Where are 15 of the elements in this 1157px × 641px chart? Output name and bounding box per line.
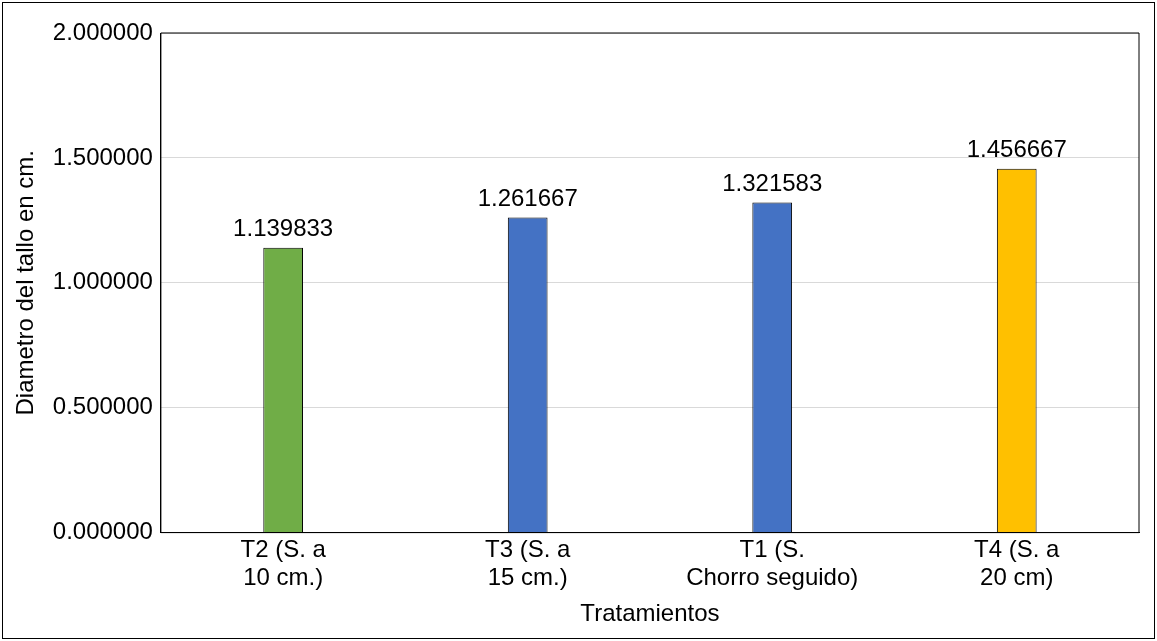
y-tick-label: 2.000000 [52, 17, 153, 45]
data-label: 1.139833 [233, 214, 334, 242]
x-tick-label: T2 (S. a 10 cm.) [240, 534, 327, 591]
x-tick-label: T3 (S. a 15 cm.) [485, 534, 572, 591]
y-axis-title: Diametro del tallo en cm. [11, 150, 39, 416]
data-label: 1.261667 [477, 184, 578, 212]
x-tick-label: T1 (S. Chorro seguido) [686, 534, 859, 591]
y-tick-label: 0.500000 [52, 392, 153, 420]
y-tick-label: 0.000000 [52, 517, 153, 545]
y-tick-label: 1.500000 [52, 142, 153, 170]
y-tick-label: 1.000000 [52, 267, 153, 295]
data-label: 1.321583 [722, 169, 823, 197]
data-label: 1.456667 [966, 135, 1067, 163]
x-tick-label: T4 (S. a 20 cm) [974, 534, 1061, 591]
x-axis-title: Tratamientos [580, 599, 720, 627]
